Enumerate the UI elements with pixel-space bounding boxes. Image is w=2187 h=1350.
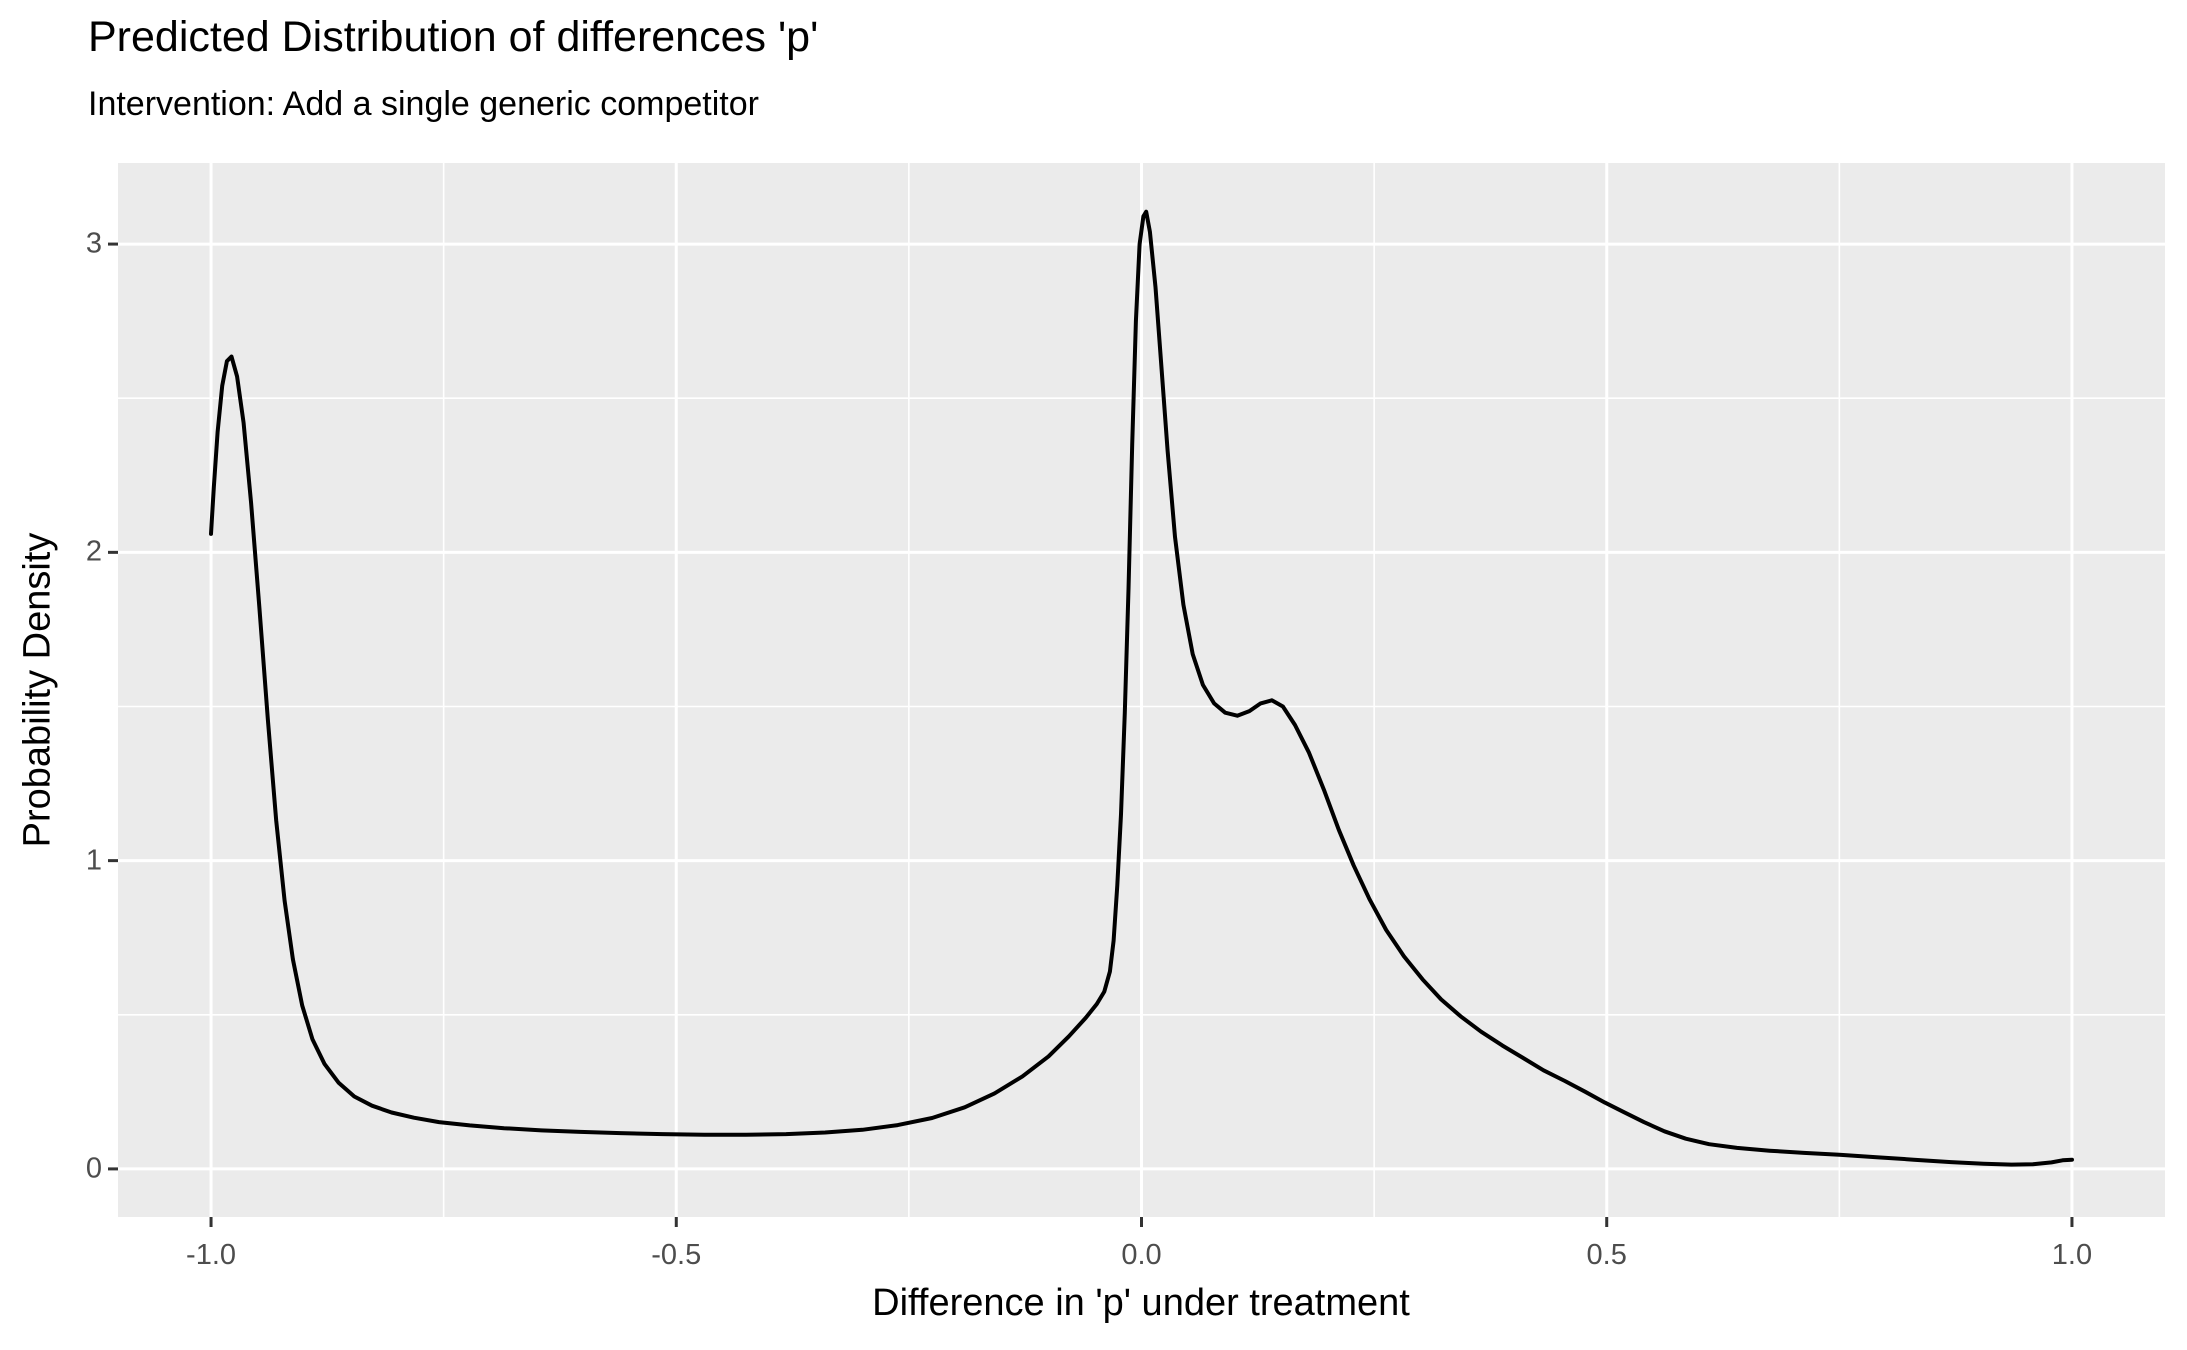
y-tick-label: 2 xyxy=(85,535,102,568)
y-tick-label: 0 xyxy=(85,1152,102,1185)
x-tick-label: 0.5 xyxy=(1586,1239,1627,1271)
x-axis-title: Difference in 'p' under treatment xyxy=(872,1282,1410,1324)
plot-title: Predicted Distribution of differences 'p… xyxy=(88,13,819,61)
x-tick-label: 0.0 xyxy=(1121,1239,1162,1271)
density-curve xyxy=(209,209,2074,1167)
x-tick-label: -0.5 xyxy=(651,1239,702,1271)
y-tick-label: 3 xyxy=(85,227,102,260)
x-tick-label: 1.0 xyxy=(2051,1239,2093,1271)
y-axis-title: Probability Density xyxy=(16,532,59,848)
plot-subtitle: Intervention: Add a single generic compe… xyxy=(88,85,759,123)
major-gridlines xyxy=(118,163,2165,1217)
x-tick-label: -1.0 xyxy=(186,1239,237,1271)
axis-tick-marks xyxy=(108,242,2074,1227)
y-tick-label: 1 xyxy=(85,844,102,877)
